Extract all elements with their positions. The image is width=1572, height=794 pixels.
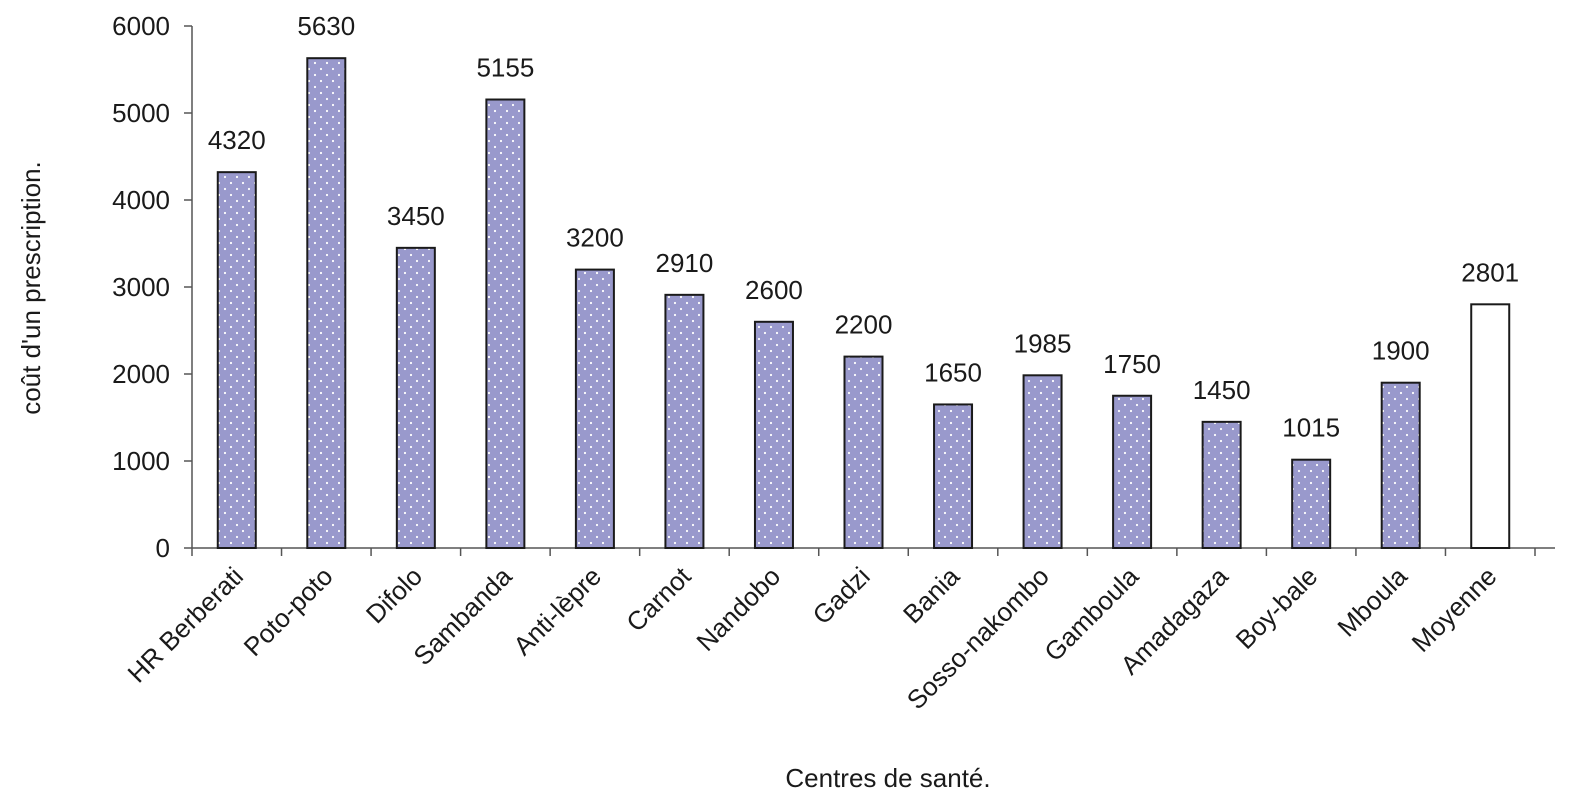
data-label: 2600 — [745, 275, 803, 305]
x-tick-label: HR Berberati — [122, 561, 249, 688]
y-tick-label: 5000 — [112, 98, 170, 128]
bar — [574, 268, 615, 549]
data-label: 1900 — [1372, 336, 1430, 366]
y-tick-label: 2000 — [112, 359, 170, 389]
data-label: 1750 — [1103, 349, 1161, 379]
data-label: 1450 — [1193, 375, 1251, 405]
y-tick-label: 4000 — [112, 185, 170, 215]
bar — [1291, 458, 1332, 550]
data-label: 5155 — [476, 53, 534, 83]
data-labels: 4320 5630 3450 5155 3200 2910 2600 2200 1650 1985… — [208, 11, 1519, 443]
data-label: 4320 — [208, 125, 266, 155]
x-tick-label: Poto-poto — [238, 561, 339, 662]
y-tick-label: 6000 — [112, 11, 170, 41]
data-label: 1985 — [1014, 328, 1072, 358]
bar — [1022, 374, 1063, 549]
bar — [306, 57, 347, 549]
bar — [485, 98, 526, 549]
x-tick-label: Mboula — [1331, 561, 1413, 643]
bar — [843, 355, 884, 549]
y-tick-label: 3000 — [112, 272, 170, 302]
data-label: 3450 — [387, 201, 445, 231]
bar — [664, 293, 705, 549]
bars — [216, 57, 1511, 550]
bar — [216, 171, 257, 549]
data-label: 2801 — [1461, 257, 1519, 287]
x-axis-title: Centres de santé. — [785, 763, 990, 793]
y-tick-label: 1000 — [112, 446, 170, 476]
data-label: 2200 — [835, 310, 893, 340]
data-label: 1650 — [924, 357, 982, 387]
x-tick-label: Carnot — [620, 560, 697, 637]
y-axis-title: coût d'un prescription. — [16, 161, 46, 415]
x-tick-label: Difolo — [360, 561, 428, 629]
bar — [395, 246, 436, 549]
bar — [933, 403, 974, 550]
x-tick-label: Moyenne — [1406, 561, 1503, 658]
data-label: 1015 — [1282, 413, 1340, 443]
y-axis: 0 1000 2000 3000 4000 5000 6000 — [112, 11, 193, 563]
bar — [1112, 394, 1153, 549]
bar — [1201, 420, 1242, 550]
x-tick-label: Bania — [897, 561, 966, 630]
x-tick-label: Nandobo — [690, 561, 786, 657]
y-tick-label: 0 — [156, 533, 170, 563]
x-tick-label: Sambanda — [407, 561, 518, 672]
data-label: 2910 — [656, 248, 714, 278]
data-label: 5630 — [297, 11, 355, 41]
x-tick-label: Boy-bale — [1230, 561, 1324, 655]
bar — [1470, 303, 1511, 549]
data-label: 3200 — [566, 223, 624, 253]
bar — [1380, 381, 1421, 550]
x-tick-label: Anti-lèpre — [507, 561, 607, 661]
x-tick-label: Gadzi — [807, 561, 876, 630]
bar — [753, 320, 794, 549]
